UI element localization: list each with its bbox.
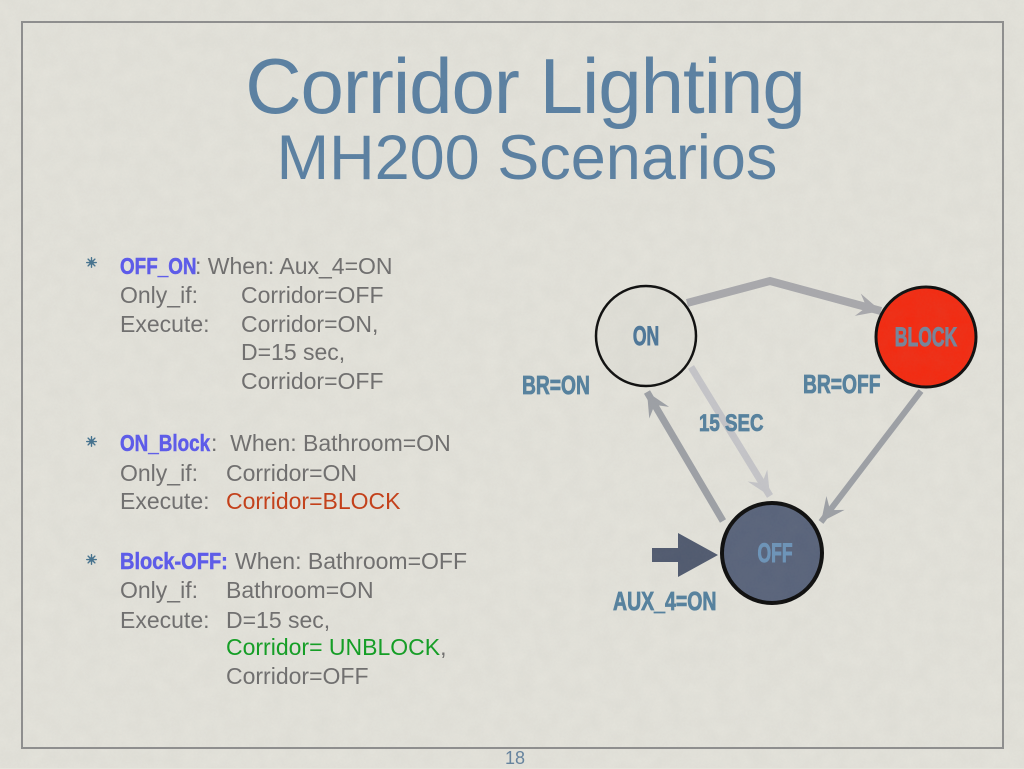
- svg-text:BLOCK: BLOCK: [895, 321, 958, 352]
- svg-text:ON: ON: [633, 320, 659, 351]
- svg-text:AUX_4=ON: AUX_4=ON: [613, 586, 716, 615]
- svg-text:15 SEC: 15 SEC: [699, 410, 764, 437]
- svg-text:BR=ON: BR=ON: [522, 370, 590, 400]
- svg-text:OFF: OFF: [757, 537, 792, 568]
- svg-text:BR=OFF: BR=OFF: [803, 369, 880, 399]
